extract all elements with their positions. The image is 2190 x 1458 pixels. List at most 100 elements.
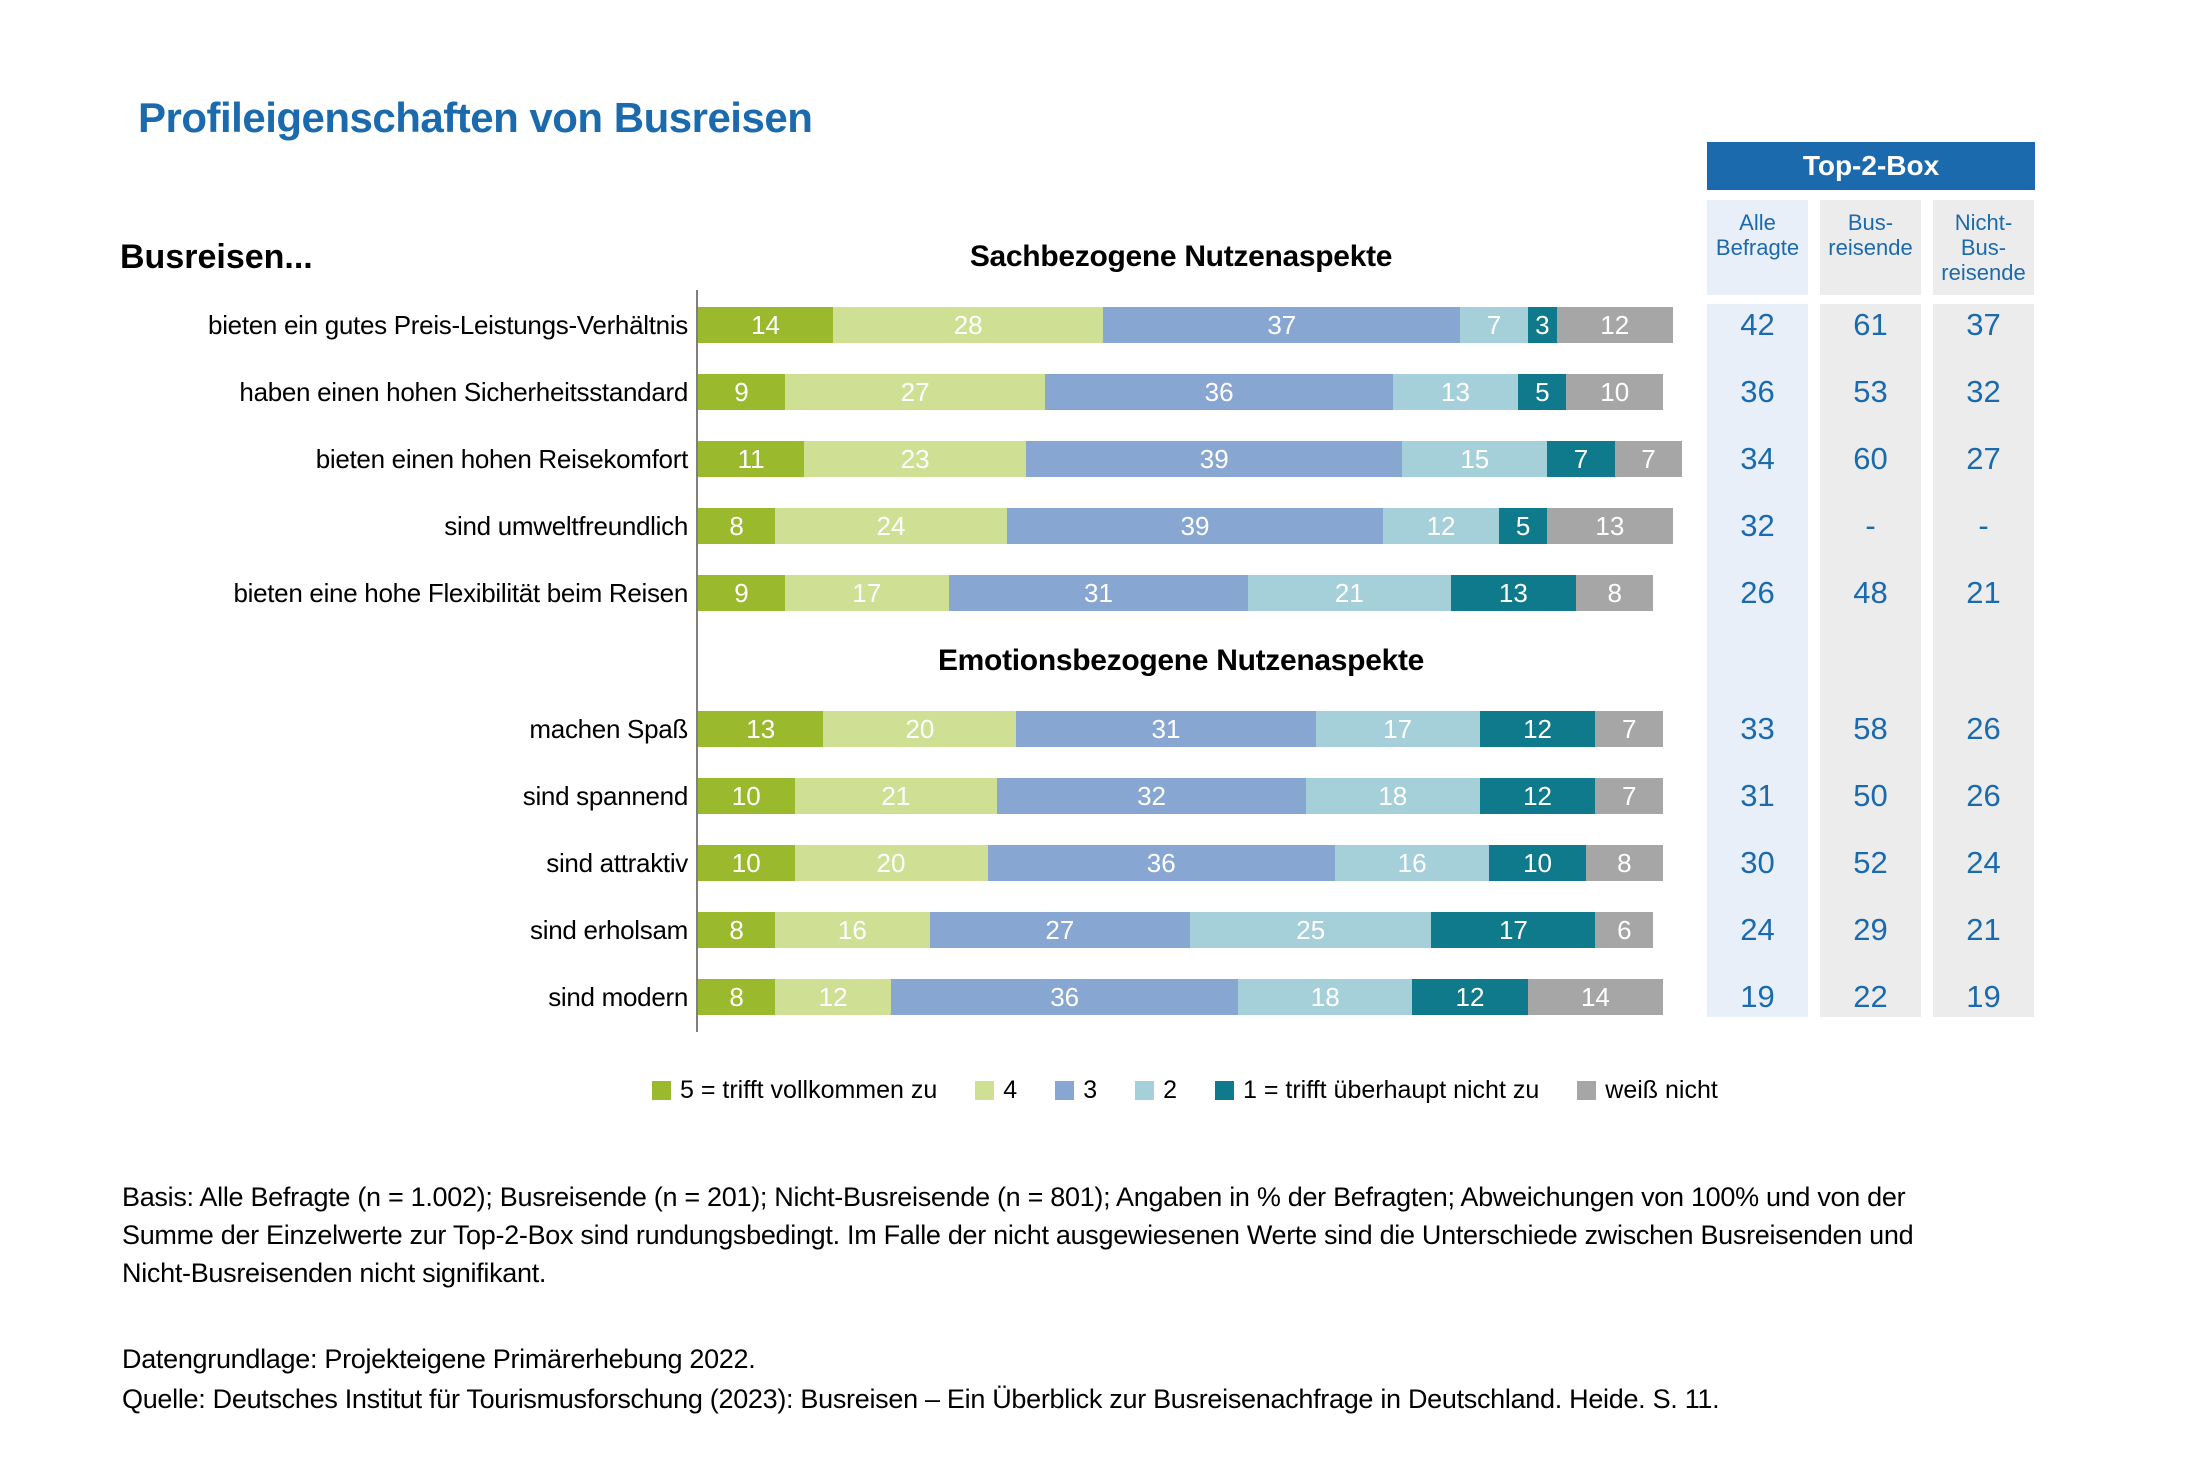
top2box-value: 21 (1966, 912, 2001, 947)
bar-segment: 17 (1431, 912, 1596, 948)
top2box-value: 37 (1966, 307, 2001, 342)
datengrundlage-footnote: Datengrundlage: Projekteigene Primärerhe… (122, 1344, 756, 1374)
legend-label: 2 (1163, 1076, 1177, 1104)
top2box-value: 36 (1740, 374, 1775, 409)
bar-segment-value: 31 (1084, 577, 1113, 608)
stacked-bar: 13 20 31 17 12 7 (698, 711, 1663, 747)
top2box-value: 52 (1853, 845, 1888, 880)
bar-segment-value: 39 (1199, 443, 1229, 474)
bar-segment: 12 (1479, 778, 1596, 814)
bar-segment-value: 25 (1296, 914, 1326, 945)
bar-segment-value: 5 (1535, 376, 1550, 407)
bar-segment-value: 8 (1607, 577, 1622, 608)
bar-segment: 32 (997, 778, 1306, 814)
bar-segment: 8 (698, 912, 776, 948)
legend-label: 5 = trifft vollkommen zu (680, 1076, 938, 1104)
stacked-bar: 11 23 39 15 7 7 (698, 441, 1683, 477)
legend-label: weiß nicht (1605, 1076, 1718, 1104)
top2box-value: 19 (1966, 979, 2001, 1014)
bar-segment: 13 (1450, 575, 1577, 611)
bar-segment: 36 (890, 979, 1239, 1015)
legend-swatch-icon (1135, 1081, 1155, 1100)
top2box-value: 34 (1740, 441, 1775, 476)
top2box-value: 24 (1966, 845, 2001, 880)
bar-segment: 31 (948, 575, 1249, 611)
legend-item: weiß nicht (1577, 1076, 1718, 1105)
bar-segment: 7 (1547, 441, 1615, 477)
bar-segment: 9 (698, 374, 785, 410)
bar-segment: 17 (784, 575, 949, 611)
top2box-value: 32 (1966, 374, 2001, 409)
top2box-value: 50 (1853, 778, 1888, 813)
bar-segment-value: 13 (746, 713, 776, 744)
bar-segment-value: 9 (734, 577, 749, 608)
bar-segment: 11 (698, 441, 805, 477)
bar-segment: 13 (1392, 374, 1519, 410)
bar-segment-value: 7 (1621, 780, 1637, 811)
legend-swatch-icon (975, 1081, 995, 1100)
bar-segment-value: 8 (729, 510, 744, 541)
bar-segment-value: 7 (1641, 443, 1656, 474)
bar-segment: 14 (698, 307, 834, 343)
page-title: Profileigenschaften von Busreisen (138, 94, 813, 141)
legend-label: 4 (1003, 1076, 1018, 1104)
bar-segment-value: 17 (1498, 914, 1528, 945)
legend-item: 2 (1135, 1076, 1177, 1105)
bar-segment-value: 8 (1617, 847, 1632, 878)
bar-segment: 10 (1489, 845, 1586, 881)
legend-swatch-icon (1577, 1081, 1597, 1100)
bar-segment: 39 (1006, 508, 1384, 544)
bar-segment: 10 (698, 778, 795, 814)
row-label: bieten eine hohe Flexibilität beim Reise… (233, 578, 688, 608)
top2box-value: 19 (1740, 979, 1775, 1014)
bar-segment: 27 (784, 374, 1046, 410)
row-label: sind spannend (522, 781, 689, 811)
bar-segment: 36 (1045, 374, 1393, 410)
bar-segment: 12 (1479, 711, 1596, 747)
bar-segment: 18 (1305, 778, 1480, 814)
bar-segment: 12 (775, 979, 891, 1015)
bar-segment: 5 (1518, 374, 1567, 410)
top2box-value: 27 (1966, 441, 2001, 476)
bar-segment: 20 (823, 711, 1017, 747)
bar-segment-value: 8 (729, 981, 744, 1012)
top2box-values-column-nicht-busreisende: 37 32 27 - 21 26 26 24 21 19 (1933, 304, 2034, 1017)
bar-segment-value: 15 (1460, 443, 1490, 474)
bar-segment-value: 5 (1515, 510, 1531, 541)
stacked-bar: 9 17 31 21 13 8 (698, 575, 1654, 611)
bar-segment-value: 8 (729, 914, 744, 945)
top2box-value: 42 (1740, 307, 1775, 342)
bar-segment-value: 12 (818, 981, 848, 1012)
top2box-header: Top-2-Box (1707, 142, 2035, 190)
bar-segment: 13 (698, 711, 824, 747)
bar-segment: 8 (698, 979, 776, 1015)
bar-segment: 8 (1576, 575, 1654, 611)
row-label: bieten ein gutes Preis-Leistungs-Verhält… (208, 310, 688, 340)
top2box-column-header-busreisende: Bus- reisende (1820, 200, 1921, 295)
bar-segment: 31 (1016, 711, 1316, 747)
bar-segment-value: 13 (1441, 376, 1470, 407)
bar-segment: 12 (1556, 307, 1673, 343)
bar-segment-value: 27 (900, 376, 930, 407)
bar-segment-value: 23 (900, 443, 930, 474)
top2box-values-column-busreisende: 61 53 60 - 48 58 50 52 29 22 (1820, 304, 1921, 1017)
top2box-value: 30 (1740, 845, 1775, 880)
bar-segment-value: 36 (1204, 376, 1234, 407)
stacked-bar: 8 24 39 12 5 13 (698, 508, 1673, 544)
bar-segment: 3 (1527, 307, 1557, 343)
top2box-value: 24 (1740, 912, 1775, 947)
legend-item: 3 (1055, 1076, 1097, 1105)
top2box-value: 48 (1853, 575, 1888, 610)
bar-segment-value: 16 (837, 914, 867, 945)
top2box-value: 32 (1740, 508, 1775, 543)
bar-segment: 15 (1402, 441, 1548, 477)
bar-segment: 37 (1103, 307, 1461, 343)
top2box-value: 53 (1853, 374, 1888, 409)
bar-segment-value: 28 (953, 309, 983, 340)
row-label: sind erholsam (530, 915, 688, 945)
bar-segment: 16 (775, 912, 930, 948)
legend-label: 1 = trifft überhaupt nicht zu (1243, 1076, 1540, 1104)
top2box-value: 26 (1966, 711, 2001, 746)
top2box-value: - (1978, 508, 1989, 543)
row-label: sind modern (548, 982, 688, 1012)
